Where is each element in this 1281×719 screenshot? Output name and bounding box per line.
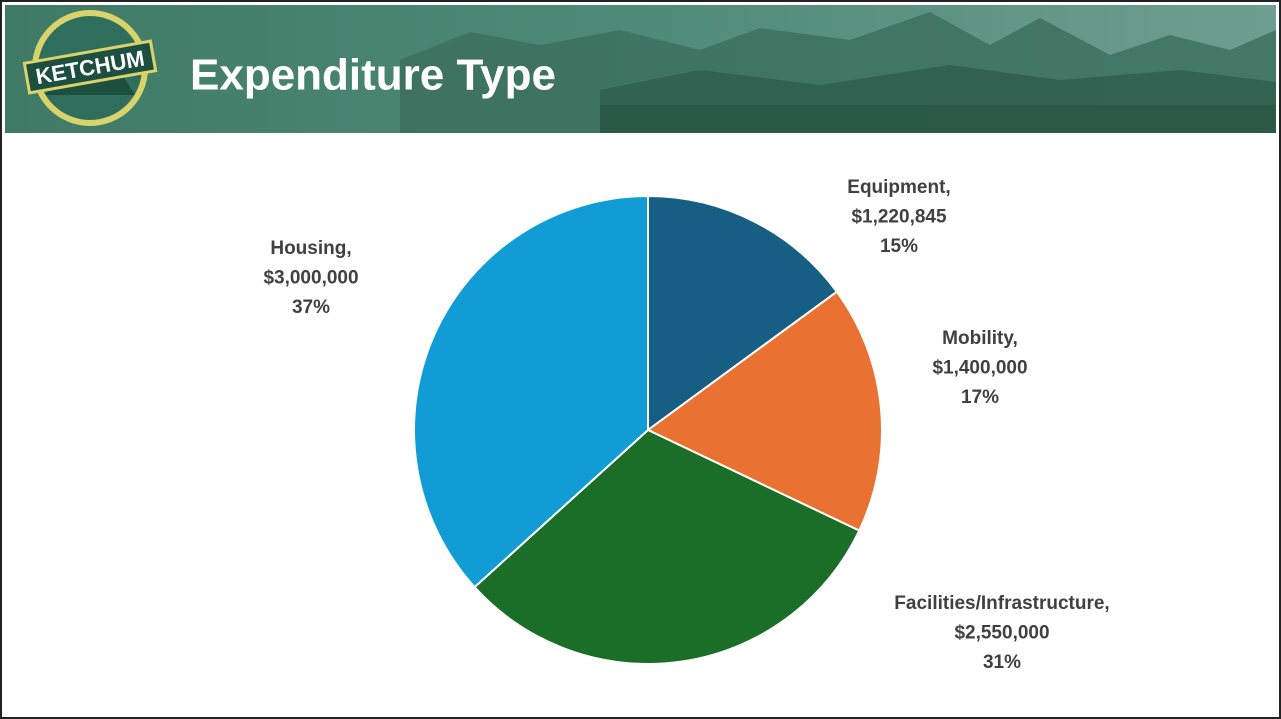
pie-slice: [646, 290, 883, 532]
slice-category-label: Housing,: [270, 238, 351, 259]
slide-title: Expenditure Type: [190, 51, 556, 100]
slice-category-label: Mobility,: [942, 328, 1018, 349]
pie-slice: [413, 194, 649, 589]
slice-value-label: $1,220,845: [851, 207, 947, 228]
logo: KETCHUM: [22, 10, 158, 126]
slice-category-label: Facilities/Infrastructure,: [894, 593, 1109, 614]
pie-slice: [473, 428, 861, 665]
slice-value-label: $1,400,000: [932, 358, 1027, 379]
slice-percent-label: 15%: [880, 236, 918, 257]
slice-percent-label: 37%: [292, 297, 330, 318]
slice-value-label: $3,000,000: [263, 268, 358, 289]
pie-slice: [647, 194, 839, 432]
slice-percent-label: 31%: [983, 652, 1021, 673]
header-banner: [5, 5, 1276, 133]
slice-category-label: Equipment,: [847, 177, 950, 198]
slice-percent-label: 17%: [961, 387, 999, 408]
slice-value-label: $2,550,000: [954, 623, 1049, 644]
